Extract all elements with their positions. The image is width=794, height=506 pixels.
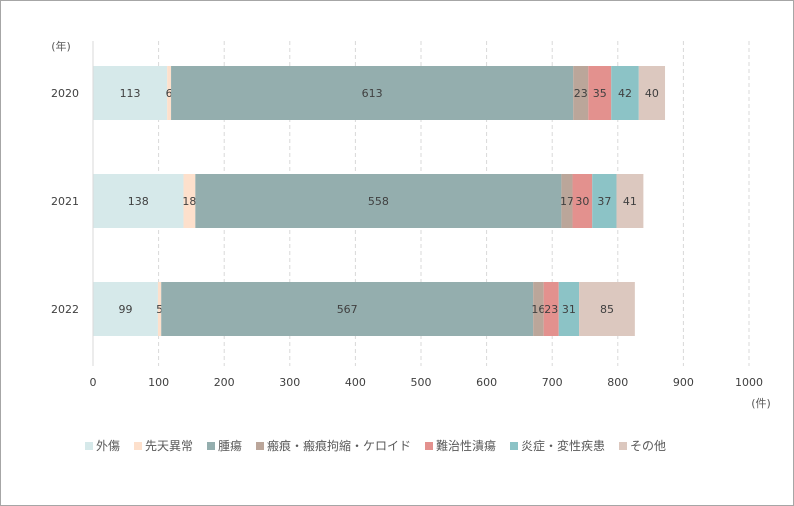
x-tick-label-600: 600 [476, 376, 497, 389]
bar-2020-series-4 [588, 66, 612, 120]
data-label-2022-series-6: 85 [600, 303, 614, 316]
bar-2022-series-0 [93, 282, 158, 336]
data-label-2022-series-0: 99 [118, 303, 132, 316]
legend-label-1: 先天異常 [145, 439, 193, 453]
data-label-2022-series-5: 31 [562, 303, 576, 316]
data-label-2020-series-0: 113 [120, 87, 141, 100]
data-label-2021-series-6: 41 [623, 195, 637, 208]
legend-label-4: 難治性潰瘍 [436, 438, 496, 453]
data-label-2020-series-4: 35 [593, 87, 607, 100]
x-tick-label-800: 800 [607, 376, 628, 389]
bar-2021-series-6 [616, 174, 644, 228]
legend-swatch-5 [510, 442, 518, 450]
bar-2021-series-0 [93, 174, 184, 228]
bar-2021-series-3 [561, 174, 573, 228]
bar-2020-series-3 [573, 66, 589, 120]
legend-label-5: 炎症・変性疾患 [521, 438, 605, 453]
x-tick-label-700: 700 [542, 376, 563, 389]
legend-label-6: その他 [630, 439, 666, 453]
bar-2022-series-2 [161, 282, 534, 336]
bar-2022-series-5 [558, 282, 580, 336]
bar-2021-series-2 [195, 174, 562, 228]
data-label-2021-series-4: 30 [575, 195, 589, 208]
data-label-2021-series-1: 18 [182, 195, 196, 208]
y-unit-label: (年) [51, 39, 71, 53]
bar-2020-series-2 [171, 66, 574, 120]
bar-2020-series-6 [638, 66, 666, 120]
x-tick-label-500: 500 [411, 376, 432, 389]
bar-2022-series-1 [157, 282, 162, 336]
data-label-2021-series-5: 37 [597, 195, 611, 208]
data-label-2022-series-4: 23 [544, 303, 558, 316]
data-label-2022-series-3: 16 [531, 303, 545, 316]
data-label-2020-series-1: 6 [166, 87, 173, 100]
x-unit-label: (件) [751, 397, 771, 410]
y-axis: (年) 2020 2021 2022 [51, 39, 94, 366]
x-tick-label-400: 400 [345, 376, 366, 389]
data-label-2020-series-2: 613 [362, 87, 383, 100]
x-tick-label-100: 100 [148, 376, 169, 389]
bar-2020-series-5 [611, 66, 639, 120]
data-label-2022-series-1: 5 [156, 303, 163, 316]
bar-2021-series-4 [572, 174, 593, 228]
legend-swatch-6 [619, 442, 627, 450]
legend-swatch-2 [207, 442, 215, 450]
bar-2022-series-4 [543, 282, 559, 336]
bar-2021-series-5 [592, 174, 617, 228]
bar-2022-series-3 [533, 282, 544, 336]
bar-2022-series-6 [579, 282, 635, 336]
data-label-2021-series-2: 558 [368, 195, 389, 208]
x-tick-label-300: 300 [279, 376, 300, 389]
data-label-2021-series-0: 138 [128, 195, 149, 208]
data-label-2022-series-2: 567 [337, 303, 358, 316]
legend-swatch-4 [425, 442, 433, 450]
x-tick-label-200: 200 [214, 376, 235, 389]
legend-label-0: 外傷 [96, 438, 120, 453]
legend-swatch-0 [85, 442, 93, 450]
data-label-2020-series-6: 40 [645, 87, 659, 100]
bar-2021-series-1 [183, 174, 196, 228]
legend-label-2: 腫瘍 [218, 438, 242, 453]
x-tick-label-1000: 1000 [735, 376, 763, 389]
x-tick-label-0: 0 [90, 376, 97, 389]
category-label-2022: 2022 [51, 303, 79, 316]
category-label-2020: 2020 [51, 87, 79, 100]
legend: 外傷 先天異常 腫瘍 瘢痕・瘢痕拘縮・ケロイド 難治性潰瘍 炎症・変性疾患 その他 [85, 438, 666, 453]
legend-swatch-3 [256, 442, 264, 450]
data-label-2021-series-3: 17 [560, 195, 574, 208]
x-tick-label-900: 900 [673, 376, 694, 389]
bar-2020-series-0 [93, 66, 168, 120]
data-label-2020-series-3: 23 [574, 87, 588, 100]
category-label-2021: 2021 [51, 195, 79, 208]
legend-swatch-1 [134, 442, 142, 450]
x-axis: 0 100 200 300 400 500 600 700 800 900 1000 (件) [90, 376, 771, 410]
legend-label-3: 瘢痕・瘢痕拘縮・ケロイド [267, 438, 411, 453]
bar-2020-series-1 [167, 66, 172, 120]
data-label-2020-series-5: 42 [618, 87, 632, 100]
